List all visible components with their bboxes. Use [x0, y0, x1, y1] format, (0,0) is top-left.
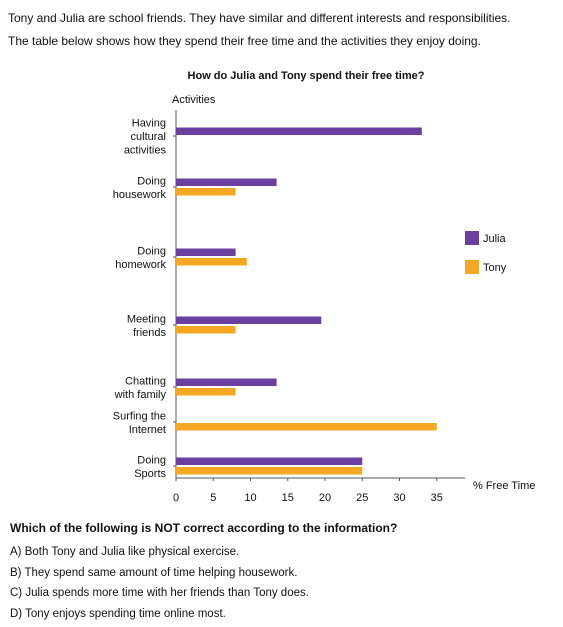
bar-tony-1 [176, 188, 236, 196]
bar-tony-3 [176, 326, 236, 334]
category-label: Sports [134, 468, 166, 480]
y-axis-label: Activities [172, 94, 216, 106]
x-tick-label: 15 [282, 492, 294, 504]
legend-swatch-julia [465, 231, 479, 245]
answer-options: A) Both Tony and Julia like physical exe… [10, 545, 309, 627]
x-tick-label: 10 [244, 492, 256, 504]
category-label: Doing [137, 245, 166, 257]
bar-julia-6 [176, 457, 363, 465]
bar-tony-5 [176, 423, 437, 431]
category-label: homework [115, 259, 166, 271]
category-label: Chatting [125, 375, 166, 387]
bar-julia-3 [176, 316, 322, 324]
x-tick-label: 0 [173, 492, 179, 504]
legend-label-julia: Julia [483, 233, 507, 245]
x-tick-labels: 0 5 10 15 20 25 30 35 [173, 478, 443, 504]
bar-tony-2 [176, 258, 247, 266]
category-label: Surfing the [113, 410, 166, 422]
category-label: friends [133, 327, 167, 339]
category-label: Doing [137, 175, 166, 187]
chart-axes [175, 110, 465, 479]
x-tick-label: 35 [431, 492, 443, 504]
chart-legend: Julia Tony [465, 231, 507, 274]
category-label: with family [114, 389, 167, 401]
answer-option-b[interactable]: B) They spend same amount of time helpin… [10, 566, 298, 579]
chart-bars [176, 127, 437, 475]
bar-tony-4 [176, 388, 236, 396]
category-label: Doing [137, 454, 166, 466]
category-label: housework [113, 189, 167, 201]
intro-line-1: Tony and Julia are school friends. They … [8, 11, 511, 25]
category-label: Having [132, 118, 166, 130]
category-label: cultural [131, 131, 166, 143]
x-tick-label: 25 [356, 492, 368, 504]
legend-swatch-tony [465, 260, 479, 274]
question-text: Which of the following is NOT correct ac… [10, 521, 398, 535]
category-label: Meeting [127, 313, 166, 325]
bar-julia-0 [176, 127, 422, 135]
bar-chart: How do Julia and Tony spend their free t… [113, 70, 536, 504]
answer-option-d[interactable]: D) Tony enjoys spending time online most… [10, 607, 226, 620]
category-label: activities [124, 145, 167, 157]
category-label: Internet [129, 424, 166, 436]
chart-title: How do Julia and Tony spend their free t… [188, 70, 425, 82]
legend-label-tony: Tony [483, 262, 507, 274]
bar-tony-6 [176, 467, 363, 475]
x-tick-label: 20 [319, 492, 331, 504]
x-tick-label: 30 [393, 492, 405, 504]
bar-julia-1 [176, 178, 277, 186]
x-axis-label: % Free Time [473, 480, 535, 492]
bar-julia-2 [176, 248, 236, 256]
answer-option-c[interactable]: C) Julia spends more time with her frien… [10, 587, 309, 599]
bar-julia-4 [176, 378, 277, 386]
x-tick-label: 5 [210, 492, 216, 504]
intro-line-2: The table below shows how they spend the… [8, 34, 481, 48]
answer-option-a[interactable]: A) Both Tony and Julia like physical exe… [10, 546, 240, 558]
